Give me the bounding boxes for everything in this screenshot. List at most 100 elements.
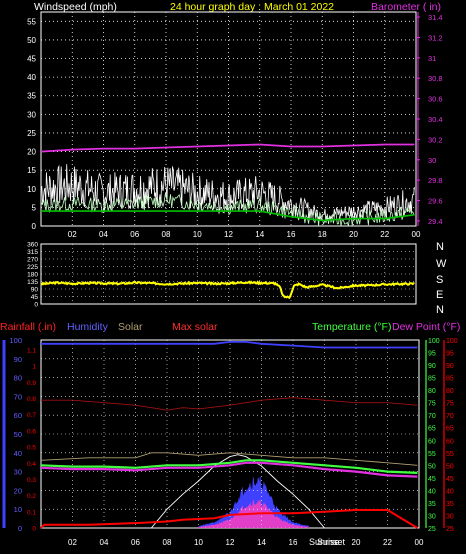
dew-point-tick-label: 95 xyxy=(446,351,454,358)
temperature-tick-label: 60 xyxy=(428,438,436,445)
humidity-tick-label: 20 xyxy=(14,486,22,495)
humidity-tick-label: 90 xyxy=(14,355,22,364)
barometer-line xyxy=(40,143,415,153)
temperature-tick-label: 90 xyxy=(428,363,436,370)
dew-point-tick-label: 80 xyxy=(446,388,454,395)
direction-tick-label: 0 xyxy=(34,302,38,309)
x-tick-label: 14 xyxy=(257,538,266,547)
barometer-tick-label: 30.8 xyxy=(428,74,443,83)
direction-tick-label: 270 xyxy=(27,257,38,264)
humidity-title: Humidity xyxy=(67,321,109,333)
x-tick-label: 04 xyxy=(100,538,109,547)
temperature-tick-label: 65 xyxy=(428,426,436,433)
dew-point-tick-label: 55 xyxy=(446,451,454,458)
wind-tick-label: 45 xyxy=(27,55,36,64)
rain-tick-label: 0.4 xyxy=(27,461,36,468)
max-solar-title: Max solar xyxy=(172,321,218,333)
barometer-tick-label: 30.4 xyxy=(428,115,443,124)
rain-tick-label: 1 xyxy=(32,364,36,371)
humidity-tick-label: 70 xyxy=(14,392,22,401)
barometer-tick-label: 29.8 xyxy=(428,176,443,185)
date-title: 24 hour graph day : March 01 2022 xyxy=(170,1,334,13)
humidity-tick-label: 80 xyxy=(14,374,22,383)
direction-tick-label: 45 xyxy=(31,294,39,301)
barometer-tick-label: 29.4 xyxy=(428,217,443,226)
temperature-tick-label: 35 xyxy=(428,501,436,508)
barometer-tick-label: 30 xyxy=(428,156,436,165)
temperature-title: Temperature (°F) xyxy=(312,321,391,333)
barometer-tick-label: 31.2 xyxy=(428,33,443,42)
humidity-tick-label: 30 xyxy=(14,468,22,477)
barometer-tick-label: 31 xyxy=(428,54,436,63)
rain-tick-label: 0.5 xyxy=(27,445,36,452)
x-tick-label: 00 xyxy=(412,230,421,239)
temp-humidity-solar-panel: 0 0.1 0.2 0.3 0.4 0.5 0.6 0.7 0.8 0.9 1 1.1 0 10 20 30 4… xyxy=(2,336,458,547)
rain-tick-label: 0.1 xyxy=(27,509,36,516)
rain-title: Rainfall (.in) xyxy=(0,321,56,333)
temperature-tick-label: 100 xyxy=(428,338,440,345)
wind-tick-label: 55 xyxy=(27,17,36,26)
direction-tick-label: 135 xyxy=(27,279,38,286)
dew-point-tick-label: 65 xyxy=(446,426,454,433)
temperature-tick-label: 80 xyxy=(428,388,436,395)
dir-letter-n-bottom: N xyxy=(436,304,444,316)
barometer-tick-label: 31.4 xyxy=(428,13,443,22)
rain-tick-label: 1.1 xyxy=(27,348,36,355)
solar-title: Solar xyxy=(118,321,143,333)
x-tick-label: 22 xyxy=(383,538,392,547)
temperature-tick-label: 75 xyxy=(428,401,436,408)
x-tick-label: 08 xyxy=(163,538,172,547)
dir-letter-w: W xyxy=(436,258,447,270)
dir-letter-e: E xyxy=(436,289,443,301)
x-tick-label: 22 xyxy=(380,230,389,239)
wind-tick-label: 50 xyxy=(27,36,36,45)
humidity-tick-label: 100 xyxy=(9,336,22,345)
dew-point-line xyxy=(40,461,418,478)
x-tick-label: 04 xyxy=(99,230,108,239)
dew-point-tick-label: 45 xyxy=(446,476,454,483)
temperature-tick-label: 40 xyxy=(428,488,436,495)
wind-tick-label: 40 xyxy=(27,73,36,82)
dew-point-tick-label: 90 xyxy=(446,363,454,370)
dew-point-tick-label: 75 xyxy=(446,401,454,408)
dew-point-title: Dew Point (°F) xyxy=(392,321,460,333)
dew-point-tick-label: 85 xyxy=(446,376,454,383)
x-tick-label: 20 xyxy=(352,538,361,547)
dir-letter-s: S xyxy=(436,274,443,286)
humidity-tick-label: 10 xyxy=(14,505,22,514)
direction-tick-label: 225 xyxy=(27,264,38,271)
x-tick-label: 06 xyxy=(130,230,139,239)
humidity-tick-label: 40 xyxy=(14,449,22,458)
wind-tick-label: 30 xyxy=(27,110,36,119)
temperature-tick-label: 55 xyxy=(428,451,436,458)
solar-trace xyxy=(40,452,418,466)
wind-tick-label: 35 xyxy=(27,92,36,101)
barometer-tick-label: 30.6 xyxy=(428,95,443,104)
wind-tick-label: 0 xyxy=(32,222,37,231)
max-solar-curve xyxy=(150,454,325,529)
max-solar-trace xyxy=(41,397,418,411)
wind-average-line xyxy=(41,210,415,222)
barometer-title: Barometer ( in) xyxy=(371,1,441,13)
x-tick-label: 18 xyxy=(318,230,327,239)
temperature-tick-label: 70 xyxy=(428,413,436,420)
rain-tick-label: 0.6 xyxy=(27,428,36,435)
x-tick-label: 16 xyxy=(289,538,298,547)
sunrise-label: Sunrise xyxy=(309,537,340,547)
temperature-tick-label: 45 xyxy=(428,476,436,483)
rain-tick-label: 0.2 xyxy=(27,493,36,500)
temperature-tick-label: 50 xyxy=(428,463,436,470)
humidity-tick-label: 60 xyxy=(14,411,22,420)
wind-direction-line xyxy=(40,280,415,300)
direction-tick-label: 315 xyxy=(27,249,38,256)
barometer-tick-label: 29.6 xyxy=(428,197,443,206)
x-tick-label: 00 xyxy=(415,538,424,547)
x-tick-label: 12 xyxy=(224,230,233,239)
x-tick-label: 14 xyxy=(255,230,264,239)
direction-tick-label: 90 xyxy=(31,287,39,294)
dew-point-tick-label: 30 xyxy=(446,513,454,520)
temperature-tick-label: 85 xyxy=(428,376,436,383)
x-tick-label: 02 xyxy=(68,230,77,239)
wind-tick-label: 20 xyxy=(27,148,36,157)
